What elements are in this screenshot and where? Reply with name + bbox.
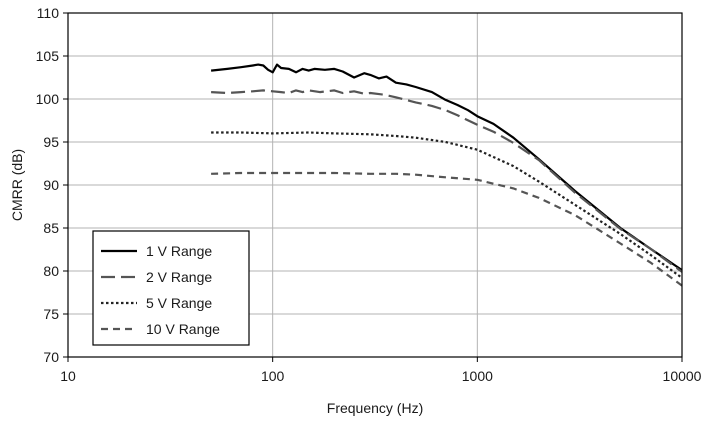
- x-axis-title: Frequency (Hz): [327, 400, 423, 416]
- y-axis-title: CMRR (dB): [9, 149, 25, 221]
- y-tick-label: 85: [43, 220, 59, 236]
- y-tick-labels: 70 75 80 85 90 95 100 105 110: [36, 5, 60, 365]
- x-tick-labels: 10 100 1000 10000: [60, 368, 701, 384]
- y-tick-label: 90: [43, 177, 59, 193]
- legend-label: 2 V Range: [146, 269, 212, 285]
- x-tick-label: 10000: [663, 368, 702, 384]
- y-tick-label: 110: [37, 5, 60, 21]
- y-tick-label: 80: [43, 263, 59, 279]
- axis-ticks: [63, 12, 683, 362]
- legend-items: 1 V Range 2 V Range 5 V Range 10 V Range: [101, 243, 220, 337]
- series-line-3: [211, 131, 683, 279]
- series-line-2: [211, 89, 683, 273]
- legend-label: 10 V Range: [146, 321, 220, 337]
- series-lines: [210, 63, 683, 287]
- y-tick-label: 105: [36, 48, 60, 64]
- x-tick-label: 10: [60, 368, 76, 384]
- legend-label: 1 V Range: [146, 243, 212, 259]
- y-tick-label: 95: [43, 134, 59, 150]
- series-line-4: [211, 171, 683, 287]
- legend: 1 V Range 2 V Range 5 V Range 10 V Range: [92, 230, 250, 346]
- y-tick-label: 70: [43, 349, 59, 365]
- series-line-1: [210, 63, 683, 272]
- y-tick-label: 100: [36, 91, 60, 107]
- x-tick-label: 1000: [462, 368, 493, 384]
- legend-label: 5 V Range: [146, 295, 212, 311]
- x-tick-label: 100: [261, 368, 285, 384]
- y-tick-label: 75: [43, 306, 59, 322]
